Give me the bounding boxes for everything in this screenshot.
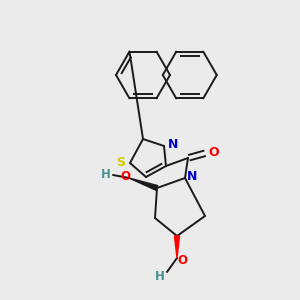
Text: S: S [116, 157, 125, 169]
Polygon shape [129, 178, 158, 190]
Text: O: O [177, 254, 187, 266]
Text: O: O [120, 170, 130, 184]
Text: N: N [187, 170, 197, 184]
Text: H: H [101, 169, 111, 182]
Text: O: O [209, 146, 219, 160]
Polygon shape [175, 236, 179, 258]
Text: H: H [155, 269, 165, 283]
Text: N: N [168, 137, 178, 151]
